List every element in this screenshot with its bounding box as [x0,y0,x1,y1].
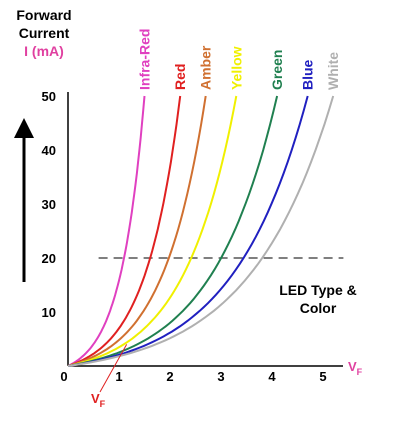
ylabel-line-2: Current [19,25,70,41]
ylabel-unit: I (mA) [24,43,64,59]
y-tick-50: 50 [42,89,56,104]
xlabel: VF [348,359,363,377]
x-tick-4: 4 [268,369,276,384]
vf-annotation: VF [91,391,106,409]
x-ticks: 1 2 3 4 5 [115,369,326,384]
ylabel-line-1: Forward [16,7,71,23]
up-arrow-icon [14,118,34,282]
y-tick-10: 10 [42,305,56,320]
legend-title-line-2: Color [300,300,337,316]
series-label-green: Green [269,50,285,90]
x-tick-5: 5 [319,369,326,384]
series-label-yellow: Yellow [228,46,244,90]
y-tick-20: 20 [42,251,56,266]
legend-title-line-1: LED Type & [279,282,357,298]
series-label-infra-red: Infra-Red [137,29,153,90]
series-label-red: Red [172,64,188,90]
series-labels: Infra-Red Red Amber Yellow Green Blue White [137,29,342,90]
curve-green [67,95,279,367]
series-label-white: White [325,52,341,90]
x-tick-3: 3 [217,369,224,384]
y-ticks: 10 20 30 40 50 [42,89,56,320]
curves [67,95,335,367]
vf-annotation-pointer [99,344,128,393]
curve-amber [67,95,207,367]
x-tick-1: 1 [115,369,122,384]
curve-infra-red [67,95,146,367]
x-tick-0: 0 [60,369,67,384]
curve-yellow [67,95,238,367]
y-tick-30: 30 [42,197,56,212]
curve-white [67,95,335,367]
curve-red [67,95,182,367]
x-tick-2: 2 [166,369,173,384]
series-label-amber: Amber [198,45,214,90]
y-tick-40: 40 [42,143,56,158]
series-label-blue: Blue [300,59,316,90]
